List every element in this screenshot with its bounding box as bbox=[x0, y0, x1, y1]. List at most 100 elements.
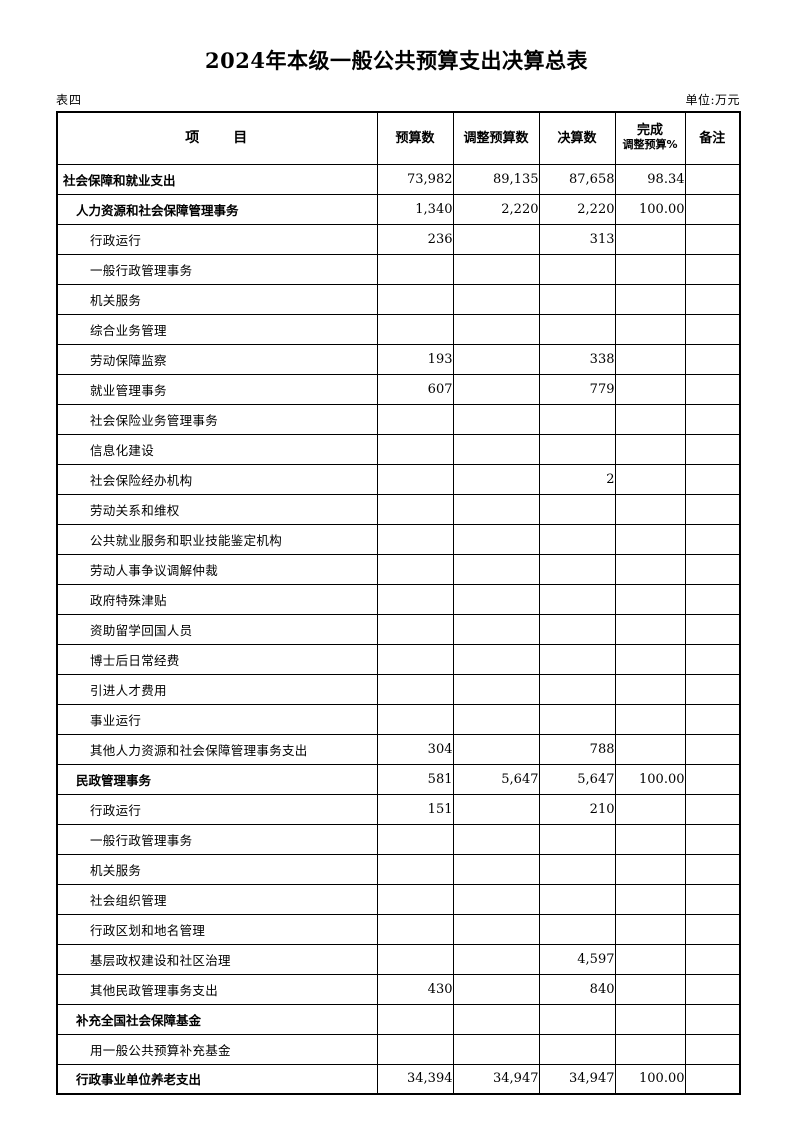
row-adjusted-value: 2,220 bbox=[452, 193, 540, 225]
table-header: 项 目 预算数 调整预算数 决算数 完成 调整预算% 备注 bbox=[56, 111, 741, 165]
row-budget-value bbox=[376, 493, 454, 525]
row-final-value bbox=[538, 493, 616, 525]
row-note bbox=[684, 763, 741, 795]
table-row: 行政事业单位养老支出 34,394 34,947 34,947 100.00 bbox=[56, 1063, 741, 1095]
row-item-name: 一般行政管理事务 bbox=[56, 253, 378, 285]
table-row: 其他人力资源和社会保障管理事务支出 304 788 bbox=[56, 733, 741, 765]
row-budget-value bbox=[376, 883, 454, 915]
row-completion-pct bbox=[614, 493, 686, 525]
row-item-name: 行政运行 bbox=[56, 223, 378, 255]
row-completion-pct bbox=[614, 643, 686, 675]
row-note bbox=[684, 283, 741, 315]
row-budget-value bbox=[376, 853, 454, 885]
row-budget-value: 607 bbox=[376, 373, 454, 405]
row-note bbox=[684, 643, 741, 675]
row-completion-pct bbox=[614, 943, 686, 975]
row-adjusted-value bbox=[452, 553, 540, 585]
row-budget-value bbox=[376, 583, 454, 615]
row-adjusted-value bbox=[452, 793, 540, 825]
row-adjusted-value bbox=[452, 673, 540, 705]
row-final-value bbox=[538, 643, 616, 675]
row-item-name: 引进人才费用 bbox=[56, 673, 378, 705]
row-final-value bbox=[538, 283, 616, 315]
row-note bbox=[684, 943, 741, 975]
row-budget-value bbox=[376, 673, 454, 705]
row-item-name: 劳动关系和维权 bbox=[56, 493, 378, 525]
row-item-name: 综合业务管理 bbox=[56, 313, 378, 345]
row-note bbox=[684, 163, 741, 195]
row-note bbox=[684, 193, 741, 225]
column-header-adjusted: 调整预算数 bbox=[452, 111, 540, 165]
row-budget-value bbox=[376, 433, 454, 465]
row-note bbox=[684, 433, 741, 465]
row-note bbox=[684, 223, 741, 255]
row-budget-value: 304 bbox=[376, 733, 454, 765]
row-adjusted-value bbox=[452, 433, 540, 465]
row-final-value bbox=[538, 853, 616, 885]
row-note bbox=[684, 1033, 741, 1065]
row-completion-pct bbox=[614, 583, 686, 615]
row-note bbox=[684, 403, 741, 435]
budget-table-container: 项 目 预算数 调整预算数 决算数 完成 调整预算% 备注 社会保障和就业支出 7… bbox=[56, 111, 741, 1095]
row-note bbox=[684, 373, 741, 405]
row-item-name: 基层政权建设和社区治理 bbox=[56, 943, 378, 975]
row-completion-pct bbox=[614, 703, 686, 735]
row-budget-value: 1,340 bbox=[376, 193, 454, 225]
row-final-value: 4,597 bbox=[538, 943, 616, 975]
row-note bbox=[684, 703, 741, 735]
row-budget-value: 430 bbox=[376, 973, 454, 1005]
row-budget-value bbox=[376, 823, 454, 855]
row-final-value: 779 bbox=[538, 373, 616, 405]
table-row: 就业管理事务 607 779 bbox=[56, 373, 741, 405]
row-final-value: 2,220 bbox=[538, 193, 616, 225]
row-adjusted-value bbox=[452, 613, 540, 645]
row-completion-pct bbox=[614, 523, 686, 555]
row-completion-pct bbox=[614, 373, 686, 405]
row-item-name: 用一般公共预算补充基金 bbox=[56, 1033, 378, 1065]
row-completion-pct bbox=[614, 253, 686, 285]
row-item-name: 资助留学回国人员 bbox=[56, 613, 378, 645]
row-item-name: 社会保险经办机构 bbox=[56, 463, 378, 495]
column-header-completion-pct: 完成 调整预算% bbox=[614, 111, 686, 165]
row-final-value: 87,658 bbox=[538, 163, 616, 195]
column-header-note: 备注 bbox=[684, 111, 741, 165]
row-final-value bbox=[538, 253, 616, 285]
table-row: 信息化建设 bbox=[56, 433, 741, 465]
row-note bbox=[684, 253, 741, 285]
table-row: 事业运行 bbox=[56, 703, 741, 735]
row-final-value bbox=[538, 433, 616, 465]
row-note bbox=[684, 853, 741, 885]
row-item-name: 事业运行 bbox=[56, 703, 378, 735]
row-adjusted-value bbox=[452, 913, 540, 945]
row-completion-pct bbox=[614, 1033, 686, 1065]
row-note bbox=[684, 883, 741, 915]
row-budget-value bbox=[376, 253, 454, 285]
row-budget-value bbox=[376, 643, 454, 675]
row-item-name: 劳动人事争议调解仲裁 bbox=[56, 553, 378, 585]
row-completion-pct bbox=[614, 793, 686, 825]
row-budget-value: 151 bbox=[376, 793, 454, 825]
row-note bbox=[684, 793, 741, 825]
row-budget-value bbox=[376, 283, 454, 315]
row-note bbox=[684, 583, 741, 615]
row-completion-pct: 98.34 bbox=[614, 163, 686, 195]
row-completion-pct bbox=[614, 613, 686, 645]
row-adjusted-value bbox=[452, 973, 540, 1005]
table-row: 用一般公共预算补充基金 bbox=[56, 1033, 741, 1065]
row-budget-value bbox=[376, 913, 454, 945]
row-completion-pct bbox=[614, 343, 686, 375]
row-budget-value bbox=[376, 463, 454, 495]
row-adjusted-value bbox=[452, 703, 540, 735]
row-note bbox=[684, 553, 741, 585]
row-item-name: 其他民政管理事务支出 bbox=[56, 973, 378, 1005]
row-adjusted-value bbox=[452, 1003, 540, 1035]
column-header-budget: 预算数 bbox=[376, 111, 454, 165]
table-row: 综合业务管理 bbox=[56, 313, 741, 345]
table-number-label: 表四 bbox=[56, 93, 83, 107]
row-adjusted-value bbox=[452, 463, 540, 495]
row-adjusted-value bbox=[452, 823, 540, 855]
row-adjusted-value bbox=[452, 643, 540, 675]
row-item-name: 就业管理事务 bbox=[56, 373, 378, 405]
row-completion-pct: 100.00 bbox=[614, 1063, 686, 1095]
table-row: 其他民政管理事务支出 430 840 bbox=[56, 973, 741, 1005]
